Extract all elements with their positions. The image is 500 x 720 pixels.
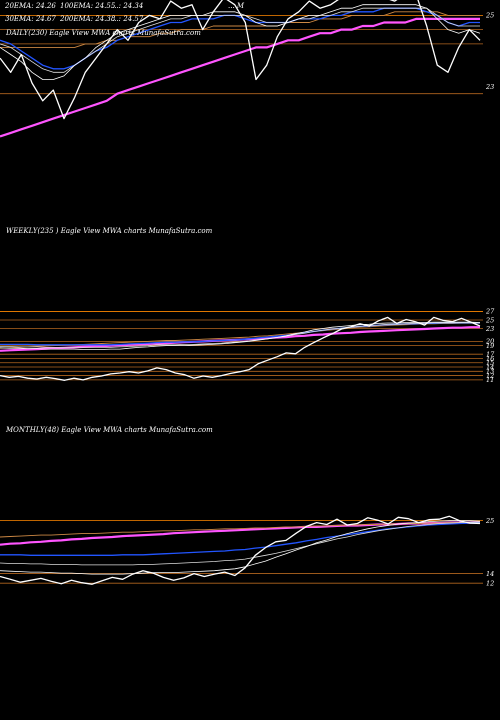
- weekly-y-tick: 25: [485, 316, 494, 324]
- daily-price-line: [0, 0, 481, 120]
- daily-ema200-line: [0, 17, 480, 138]
- daily-y-tick: 25: [485, 12, 494, 20]
- weekly-y-tick: 23: [485, 325, 494, 333]
- header-ema100: 100EMA: 24.55: [60, 2, 116, 10]
- weekly-y-tick: 13: [486, 368, 494, 376]
- monthly-price-line: [0, 515, 481, 585]
- monthly-y-tick: 12: [486, 579, 494, 587]
- header-ema200: 200EMA: 24.38: [59, 15, 116, 23]
- monthly-y-tick: 14: [486, 570, 494, 578]
- weekly-y-tick: 11: [486, 376, 494, 384]
- weekly-y-tick: 19: [486, 342, 494, 350]
- monthly-ema20-line: [0, 520, 481, 575]
- monthly-ema30-line: [0, 521, 480, 566]
- header-ema20: 20EMA: 24.26: [4, 2, 56, 10]
- header-ema-mid2: ...: 24.57: [112, 15, 144, 23]
- weekly-y-tick: 14: [486, 363, 494, 371]
- weekly-ema20-line: [0, 321, 481, 350]
- header-ema30: 30EMA: 24.67: [5, 15, 56, 23]
- header-volume: ... M: [228, 2, 245, 10]
- weekly-ema30-line: [0, 322, 480, 348]
- weekly-caption: WEEKLY(235 ) Eagle View MWA charts Munaf…: [6, 227, 213, 235]
- weekly-y-tick: 17: [486, 350, 495, 358]
- weekly-y-tick: 15: [486, 359, 494, 367]
- weekly-price-line: [0, 316, 481, 381]
- monthly-caption: MONTHLY(48) Eagle View MWA charts Munafa…: [5, 426, 213, 434]
- weekly-y-tick: 20: [485, 338, 494, 346]
- daily-caption: DAILY(230) Eagle View MWA charts MunafaS…: [5, 29, 201, 37]
- monthly-ema200-line: [0, 521, 481, 546]
- monthly-y-tick: 25: [485, 517, 494, 525]
- header-ema-mid1: ...: 24.34: [112, 2, 143, 10]
- daily-y-tick: 23: [485, 83, 494, 91]
- weekly-y-tick: 12: [486, 372, 494, 380]
- daily-ema100-line: [0, 11, 480, 48]
- weekly-y-tick: 27: [485, 308, 495, 316]
- weekly-y-tick: 16: [486, 355, 494, 363]
